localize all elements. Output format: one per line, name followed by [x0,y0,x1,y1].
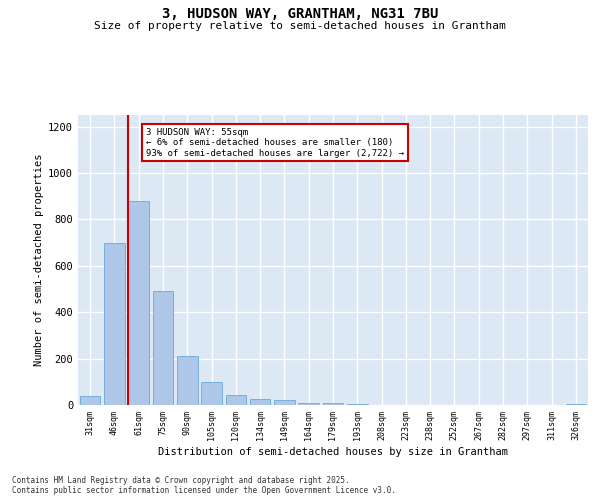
Bar [250,399,271,405]
Bar [298,402,319,405]
X-axis label: Distribution of semi-detached houses by size in Grantham: Distribution of semi-detached houses by … [158,447,508,457]
Text: Size of property relative to semi-detached houses in Grantham: Size of property relative to semi-detach… [94,21,506,31]
Bar [152,292,173,405]
Bar [104,242,125,405]
Bar [128,201,149,405]
Bar [80,396,100,405]
Bar [347,404,368,405]
Bar [177,356,197,405]
Bar [566,404,586,405]
Bar [226,394,246,405]
Text: 3 HUDSON WAY: 55sqm
← 6% of semi-detached houses are smaller (180)
93% of semi-d: 3 HUDSON WAY: 55sqm ← 6% of semi-detache… [146,128,404,158]
Bar [323,402,343,405]
Text: 3, HUDSON WAY, GRANTHAM, NG31 7BU: 3, HUDSON WAY, GRANTHAM, NG31 7BU [162,8,438,22]
Bar [274,400,295,405]
Bar [201,382,222,405]
Y-axis label: Number of semi-detached properties: Number of semi-detached properties [34,154,44,366]
Text: Contains HM Land Registry data © Crown copyright and database right 2025.
Contai: Contains HM Land Registry data © Crown c… [12,476,396,495]
